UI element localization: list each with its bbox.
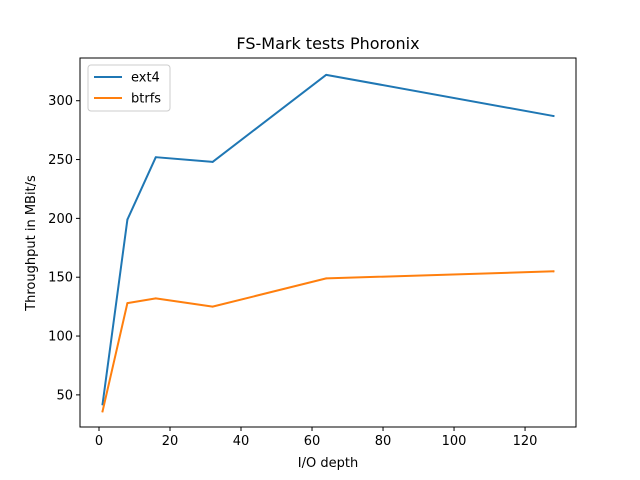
axes-frame bbox=[79, 57, 577, 428]
series-line-ext4 bbox=[101, 73, 555, 406]
data-point-btrfs-1 bbox=[126, 302, 129, 305]
data-point-btrfs-5 bbox=[552, 270, 555, 273]
x-tick-label-4: 80 bbox=[375, 434, 392, 449]
y-tick-label-4: 250 bbox=[48, 153, 73, 168]
plot-area bbox=[101, 73, 555, 413]
data-point-btrfs-2 bbox=[154, 297, 157, 300]
y-axis-label: Throughput in MBit/s bbox=[24, 175, 39, 312]
legend-label-btrfs: btrfs bbox=[131, 92, 161, 107]
series-line-btrfs bbox=[101, 270, 555, 413]
legend-label-ext4: ext4 bbox=[131, 71, 160, 86]
y-tick-label-0: 50 bbox=[56, 388, 73, 403]
y-axis: 50 100 150 200 250 300 bbox=[48, 94, 80, 403]
x-tick-label-6: 120 bbox=[513, 434, 538, 449]
data-point-ext4-3 bbox=[211, 160, 214, 163]
x-tick-label-0: 0 bbox=[95, 434, 103, 449]
y-tick-label-3: 200 bbox=[48, 212, 73, 227]
data-point-ext4-1 bbox=[126, 218, 129, 221]
x-axis: 0 20 40 60 80 100 120 bbox=[95, 427, 538, 449]
data-point-ext4-5 bbox=[552, 115, 555, 118]
data-point-btrfs-3 bbox=[211, 305, 214, 308]
x-tick-label-3: 60 bbox=[304, 434, 321, 449]
data-point-btrfs-4 bbox=[325, 277, 328, 280]
data-point-ext4-2 bbox=[154, 156, 157, 159]
data-point-btrfs-0 bbox=[101, 410, 104, 413]
chart-title: FS-Mark tests Phoronix bbox=[236, 34, 419, 53]
y-tick-label-2: 150 bbox=[48, 271, 73, 286]
data-point-ext4-4 bbox=[325, 73, 328, 76]
x-tick-label-2: 40 bbox=[233, 434, 250, 449]
y-tick-label-5: 300 bbox=[48, 94, 73, 109]
x-tick-label-5: 100 bbox=[442, 434, 467, 449]
y-tick-label-1: 100 bbox=[48, 330, 73, 345]
x-axis-label: I/O depth bbox=[298, 456, 358, 471]
legend: ext4 btrfs bbox=[87, 64, 171, 112]
x-tick-label-1: 20 bbox=[162, 434, 179, 449]
